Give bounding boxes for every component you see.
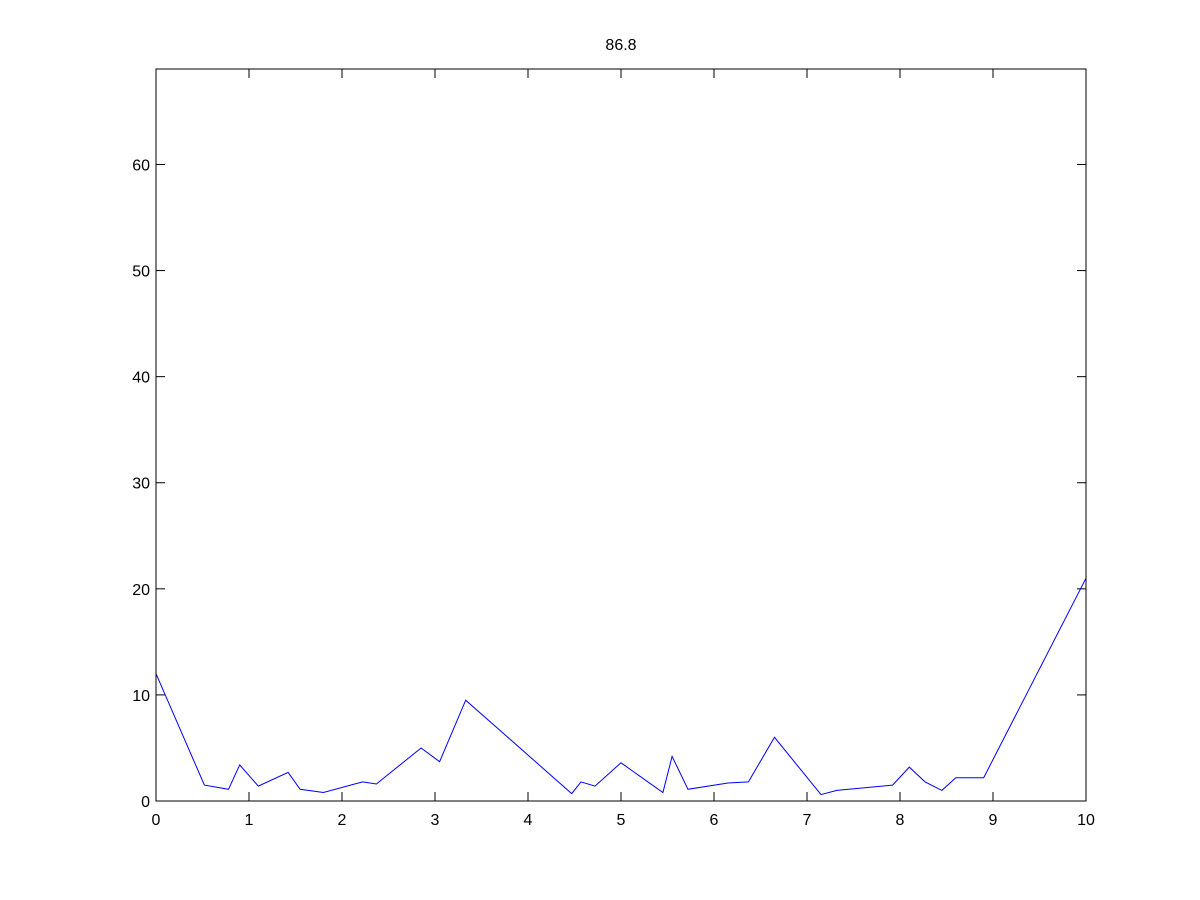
y-tick-labels: 0 10 20 30 40 50 60 bbox=[132, 157, 150, 811]
y-tick-label: 60 bbox=[132, 157, 150, 174]
x-tick-label: 6 bbox=[710, 812, 719, 829]
x-tick-label: 3 bbox=[431, 812, 440, 829]
x-tick-label: 9 bbox=[989, 812, 998, 829]
chart-title: 86.8 bbox=[605, 37, 636, 54]
x-tick-label: 0 bbox=[152, 812, 161, 829]
y-tick-label: 50 bbox=[132, 264, 150, 281]
x-tick-label: 1 bbox=[245, 812, 254, 829]
x-tick-label: 4 bbox=[524, 812, 533, 829]
tick-marks bbox=[155, 69, 1087, 802]
series-layer bbox=[155, 577, 1087, 796]
x-tick-label: 5 bbox=[617, 812, 626, 829]
x-tick-label: 2 bbox=[338, 812, 347, 829]
y-tick-label: 0 bbox=[141, 794, 150, 811]
y-tick-label: 40 bbox=[132, 370, 150, 387]
series-line bbox=[155, 577, 1087, 796]
x-tick-label: 10 bbox=[1077, 812, 1095, 829]
y-tick-label: 20 bbox=[132, 582, 150, 599]
x-tick-label: 8 bbox=[896, 812, 905, 829]
x-tick-labels: 0 1 2 3 4 5 6 7 8 9 10 bbox=[152, 812, 1095, 829]
y-tick-label: 30 bbox=[132, 476, 150, 493]
x-tick-label: 7 bbox=[803, 812, 812, 829]
plot-area-frame bbox=[155, 68, 1087, 802]
y-tick-label: 10 bbox=[132, 688, 150, 705]
